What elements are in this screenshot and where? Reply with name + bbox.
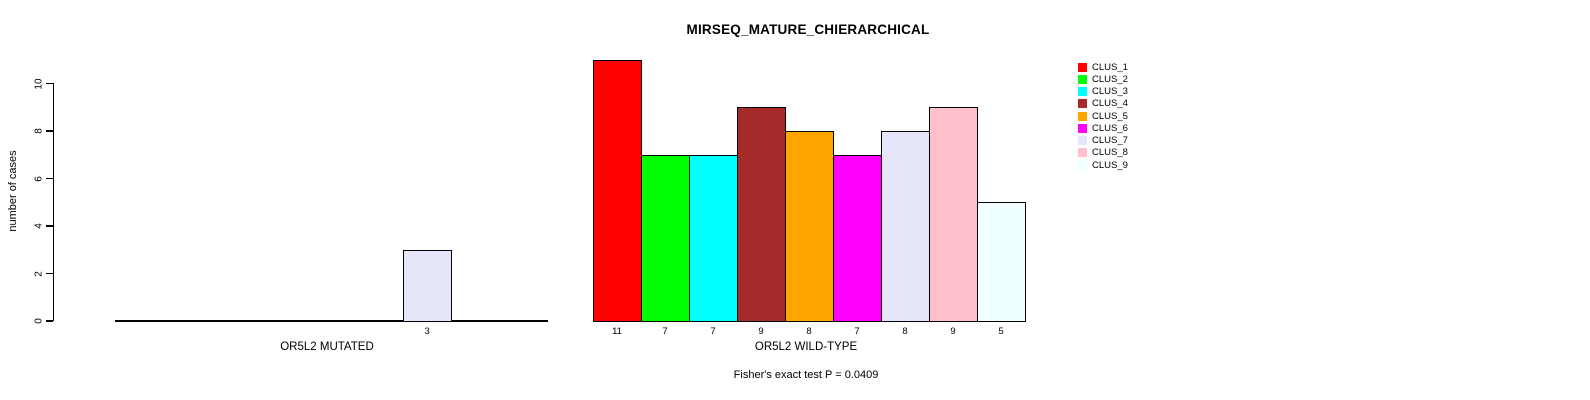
- bar-clus_7: [881, 131, 930, 322]
- legend-swatch-clus_4: [1078, 99, 1087, 109]
- legend-label: CLUS_2: [1092, 73, 1128, 85]
- legend-label: CLUS_3: [1092, 86, 1128, 97]
- group-label-wildtype: OR5L2 WILD-TYPE: [754, 341, 858, 353]
- bar-clus_7: [403, 249, 453, 322]
- bar-value-label: 5: [998, 326, 1004, 337]
- y-tick-label: 10: [33, 77, 45, 90]
- bar-clus_5: [785, 131, 834, 322]
- legend-item: CLUS_8: [1078, 147, 1128, 159]
- y-tick: [46, 272, 53, 275]
- fisher-test-annotation: Fisher's exact test P = 0.0409: [733, 369, 879, 381]
- bar-value-label: 7: [662, 326, 668, 337]
- bar-clus_2: [641, 154, 690, 322]
- bar-value-label: 9: [758, 326, 764, 337]
- legend-swatch-clus_5: [1078, 111, 1087, 121]
- legend-swatch-clus_9: [1078, 160, 1087, 170]
- y-tick: [46, 225, 53, 227]
- y-tick-label: 4: [33, 223, 45, 229]
- y-tick: [46, 82, 53, 85]
- bar-value-label: 3: [424, 326, 430, 337]
- legend-item: CLUS_2: [1078, 73, 1128, 85]
- bar-clus_3: [689, 154, 738, 322]
- legend-item: CLUS_6: [1078, 122, 1128, 134]
- y-tick-label: 6: [33, 175, 45, 182]
- y-axis-line: [53, 83, 55, 321]
- legend-item: CLUS_5: [1078, 110, 1128, 122]
- bar-clus_4: [737, 107, 786, 322]
- y-tick: [46, 130, 53, 132]
- legend-label: CLUS_5: [1092, 110, 1128, 122]
- legend-item: CLUS_1: [1078, 61, 1128, 73]
- bar-clus_8: [929, 107, 978, 322]
- legend-swatch-clus_3: [1078, 87, 1087, 96]
- legend-item: CLUS_4: [1078, 98, 1128, 110]
- legend-label: CLUS_6: [1092, 122, 1128, 134]
- legend-item: CLUS_9: [1078, 159, 1128, 171]
- legend-swatch-clus_7: [1078, 136, 1087, 145]
- legend-swatch-clus_1: [1078, 62, 1087, 72]
- y-tick-label: 2: [33, 270, 45, 277]
- bar-value-label: 9: [950, 326, 956, 337]
- legend-item: CLUS_3: [1078, 86, 1128, 98]
- legend-swatch-clus_8: [1078, 148, 1087, 158]
- bar-value-label: 8: [902, 326, 908, 337]
- bar-clus_9: [977, 202, 1026, 322]
- x-axis-line: [114, 320, 548, 322]
- y-tick: [46, 177, 53, 180]
- bar-clus_1: [593, 59, 642, 322]
- legend-label: CLUS_8: [1092, 147, 1128, 159]
- chart-title: MIRSEQ_MATURE_CHIERARCHICAL: [686, 22, 930, 37]
- y-tick-label: 8: [33, 128, 45, 134]
- y-tick-label: 0: [33, 318, 45, 324]
- legend-swatch-clus_2: [1078, 74, 1087, 84]
- bar-clus_6: [833, 154, 882, 322]
- group-label-mutated: OR5L2 MUTATED: [280, 341, 374, 353]
- bar-value-label: 7: [854, 326, 860, 337]
- bar-value-label: 7: [710, 326, 716, 337]
- legend-label: CLUS_1: [1092, 61, 1128, 73]
- legend-label: CLUS_4: [1092, 98, 1128, 110]
- bar-value-label: 11: [612, 326, 622, 337]
- legend-label: CLUS_9: [1092, 159, 1128, 171]
- legend-item: CLUS_7: [1078, 135, 1128, 147]
- legend-swatch-clus_6: [1078, 123, 1087, 133]
- legend-label: CLUS_7: [1092, 135, 1128, 146]
- y-axis-label: number of cases: [7, 150, 19, 232]
- bar-value-label: 8: [806, 326, 812, 337]
- y-tick: [46, 320, 53, 322]
